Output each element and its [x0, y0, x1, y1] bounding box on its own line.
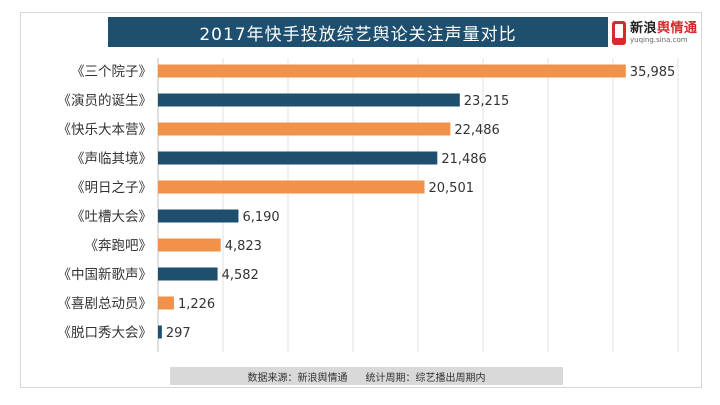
phone-icon — [612, 21, 626, 45]
logo-name-part1: 新浪 — [630, 21, 658, 36]
category-label: 《演员的诞生》 — [58, 93, 153, 109]
category-label: 《奔跑吧》 — [85, 238, 153, 254]
value-label: 22,486 — [454, 123, 500, 138]
value-label: 35,985 — [630, 65, 676, 80]
value-label: 23,215 — [464, 94, 510, 109]
bar — [158, 180, 425, 194]
category-label: 《声临其境》 — [71, 151, 152, 167]
bar — [158, 296, 174, 310]
value-label: 4,582 — [222, 268, 259, 283]
category-label: 《快乐大本营》 — [58, 122, 153, 138]
category-label: 《中国新歌声》 — [58, 267, 153, 283]
value-label: 20,501 — [429, 181, 475, 196]
bar — [158, 325, 162, 339]
category-label: 《明日之子》 — [71, 180, 152, 196]
bar — [158, 93, 460, 107]
value-label: 21,486 — [441, 152, 487, 167]
bar — [158, 151, 438, 165]
period-text: 统计周期：综艺播出周期内 — [365, 372, 486, 384]
category-label: 《吐槽大会》 — [71, 209, 152, 225]
bar — [158, 267, 218, 281]
logo-name-part2: 舆情通 — [657, 21, 698, 36]
value-label: 6,190 — [242, 210, 279, 225]
logo-url: yuqing.sina.com — [630, 36, 688, 44]
bar — [158, 238, 221, 252]
category-label: 《三个院子》 — [71, 64, 152, 80]
bar — [158, 209, 239, 223]
chart-title: 2017年快手投放综艺舆论关注声量对比 — [108, 17, 608, 47]
value-label: 4,823 — [225, 239, 262, 254]
bar — [158, 122, 451, 136]
value-label: 297 — [166, 326, 191, 341]
source-text: 数据来源：新浪舆情通 — [247, 372, 348, 384]
bar — [158, 64, 626, 78]
category-label: 《喜剧总动员》 — [58, 296, 153, 312]
source-note: 数据来源：新浪舆情通 统计周期：综艺播出周期内 — [170, 367, 563, 385]
value-label: 1,226 — [178, 297, 215, 312]
category-label: 《脱口秀大会》 — [58, 325, 153, 341]
sina-yuqing-logo: 新浪舆情通 yuqing.sina.com — [612, 18, 700, 48]
